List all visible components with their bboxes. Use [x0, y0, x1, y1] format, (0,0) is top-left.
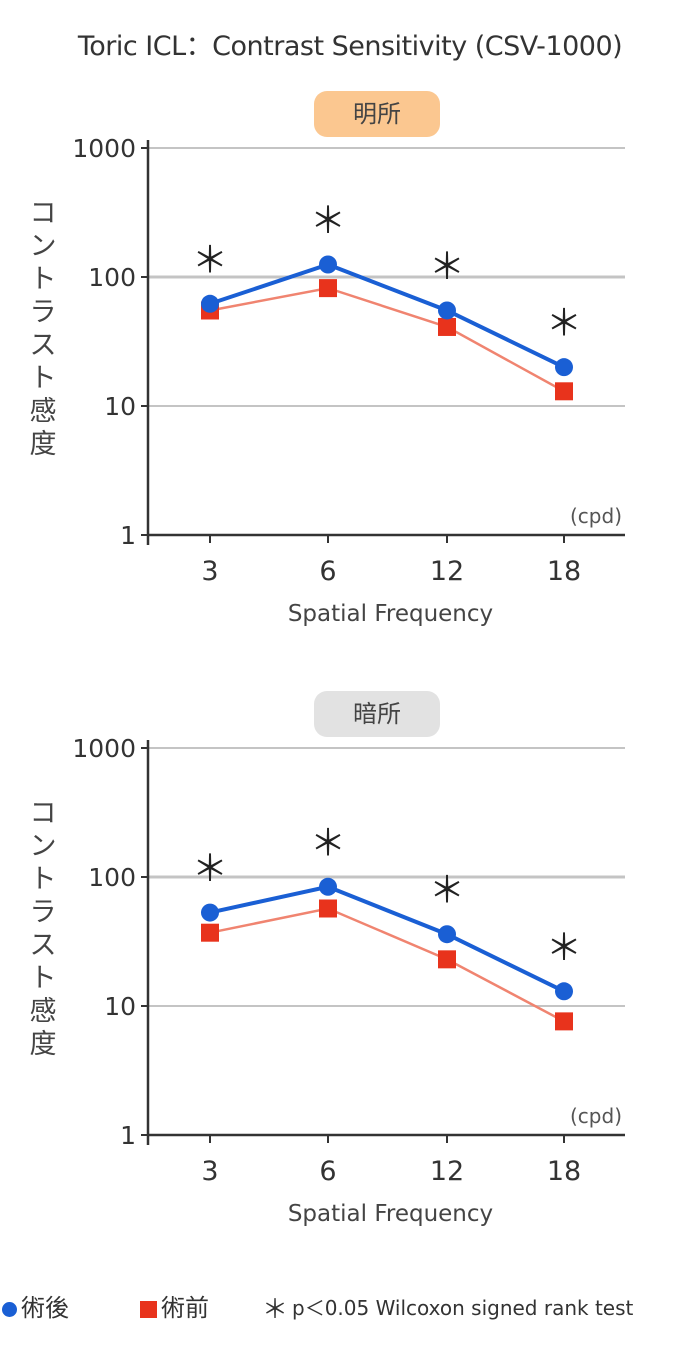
y-tick-label: 1	[120, 1121, 136, 1150]
postop-point	[201, 294, 219, 313]
x-axis-title: Spatial Frequency	[288, 1201, 493, 1227]
postop-series-line	[209, 884, 565, 994]
y-tick-label: 1	[120, 521, 136, 550]
x-tick-label: 18	[547, 556, 581, 587]
circle-marker-icon	[2, 1301, 17, 1317]
legend-significance: ＊ p＜0.05 Wilcoxon signed rank test	[262, 1288, 633, 1330]
preop-point	[555, 1012, 573, 1031]
condition-badge-mesopic: 暗所	[314, 691, 440, 737]
mesopic-chart: 1 10 100 1000 3 6 12 18 (cpd) Spatial Frequency ＊ ＊…	[72, 734, 625, 1227]
y-tick-label: 10	[104, 392, 136, 421]
preop-point	[319, 899, 337, 918]
preop-point	[201, 923, 219, 942]
x-tick-label: 12	[430, 1156, 464, 1187]
significance-asterisk: ＊	[192, 849, 228, 890]
significance-asterisk: ＊	[429, 246, 465, 287]
postop-point	[438, 301, 456, 320]
legend-postop-label: 術後	[21, 1294, 69, 1322]
preop-point	[438, 950, 456, 969]
y-tick-label: 10	[104, 992, 136, 1021]
mesopic-chart-panel: 1 10 100 1000 3 6 12 18 (cpd) Spatial Frequency ＊ ＊…	[0, 685, 700, 1245]
asterisk-icon: ＊	[262, 1294, 289, 1325]
postop-point	[555, 982, 573, 1001]
page-title: Toric ICL：Contrast Sensitivity (CSV-1000…	[77, 31, 623, 62]
significance-asterisk: ＊	[310, 200, 346, 241]
significance-asterisk: ＊	[429, 870, 465, 911]
legend-postop: 術後	[2, 1288, 69, 1328]
postop-point	[201, 903, 219, 922]
postop-series-line	[209, 262, 565, 369]
unit-label: (cpd)	[570, 1104, 622, 1128]
x-tick-label: 6	[319, 556, 336, 587]
preop-point	[319, 279, 337, 298]
postop-point	[555, 358, 573, 377]
postop-point	[319, 255, 337, 274]
y-tick-label: 100	[88, 863, 136, 892]
legend: 術後 術前 ＊ p＜0.05 Wilcoxon signed rank test	[0, 1288, 700, 1328]
x-tick-label: 12	[430, 556, 464, 587]
condition-badge-photopic: 明所	[314, 91, 440, 137]
y-tick-label: 1000	[72, 734, 136, 763]
x-tick-label: 3	[201, 1156, 218, 1187]
preop-point	[438, 317, 456, 336]
postop-point	[438, 925, 456, 944]
square-marker-icon	[140, 1300, 157, 1318]
preop-series-line	[209, 907, 565, 1023]
x-tick-label: 6	[319, 1156, 336, 1187]
significance-asterisk: ＊	[546, 927, 582, 968]
y-tick-label: 100	[88, 263, 136, 292]
x-tick-label: 18	[547, 1156, 581, 1187]
unit-label: (cpd)	[570, 504, 622, 528]
preop-point	[555, 382, 573, 401]
legend-preop: 術前	[140, 1288, 209, 1328]
significance-asterisk: ＊	[546, 303, 582, 344]
preop-series-line	[209, 286, 565, 393]
legend-preop-label: 術前	[161, 1294, 209, 1322]
x-axis-title: Spatial Frequency	[288, 601, 493, 627]
significance-asterisk: ＊	[192, 240, 228, 281]
significance-asterisk: ＊	[310, 823, 346, 864]
legend-significance-label: p＜0.05 Wilcoxon signed rank test	[292, 1296, 634, 1320]
photopic-chart: 1 10 100 1000 3 6 12 18 (cpd) Spatial Frequency ＊ ＊…	[72, 134, 625, 627]
y-axis-label: コントラスト感度	[29, 798, 57, 1060]
postop-point	[319, 877, 337, 896]
y-axis-label: コントラスト感度	[29, 198, 57, 460]
x-tick-label: 3	[201, 556, 218, 587]
photopic-chart-panel: 1 10 100 1000 3 6 12 18 (cpd) Spatial Frequency ＊ ＊…	[0, 85, 700, 645]
y-tick-label: 1000	[72, 134, 136, 163]
